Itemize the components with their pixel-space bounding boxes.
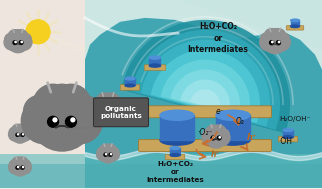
- Circle shape: [12, 30, 24, 42]
- Ellipse shape: [283, 136, 293, 139]
- Circle shape: [97, 148, 109, 161]
- Circle shape: [71, 118, 75, 122]
- Polygon shape: [171, 70, 240, 116]
- Polygon shape: [0, 0, 85, 188]
- Circle shape: [11, 125, 29, 143]
- Circle shape: [112, 107, 113, 108]
- Circle shape: [206, 125, 220, 139]
- Polygon shape: [85, 0, 322, 188]
- Circle shape: [276, 41, 280, 45]
- Ellipse shape: [125, 77, 135, 80]
- Circle shape: [260, 34, 277, 51]
- Ellipse shape: [170, 154, 180, 156]
- Polygon shape: [0, 154, 322, 188]
- Circle shape: [21, 41, 23, 43]
- Text: h⁺: h⁺: [210, 149, 220, 159]
- Circle shape: [211, 136, 215, 140]
- Circle shape: [219, 137, 220, 138]
- Circle shape: [100, 144, 111, 155]
- Circle shape: [65, 116, 76, 127]
- Circle shape: [277, 33, 289, 45]
- Circle shape: [271, 29, 286, 43]
- Circle shape: [205, 126, 227, 148]
- Circle shape: [9, 161, 22, 174]
- Circle shape: [22, 160, 31, 169]
- Ellipse shape: [283, 129, 293, 132]
- Text: O₂: O₂: [235, 117, 244, 126]
- Circle shape: [16, 133, 19, 136]
- Circle shape: [103, 144, 113, 155]
- Circle shape: [68, 95, 100, 127]
- Ellipse shape: [149, 56, 160, 59]
- Polygon shape: [141, 40, 270, 126]
- Circle shape: [33, 84, 73, 124]
- Circle shape: [100, 93, 116, 108]
- Circle shape: [110, 154, 112, 155]
- Circle shape: [273, 34, 290, 51]
- Circle shape: [48, 116, 59, 127]
- Circle shape: [264, 29, 279, 43]
- Circle shape: [30, 88, 94, 151]
- Circle shape: [12, 124, 23, 135]
- Circle shape: [218, 129, 229, 140]
- Circle shape: [9, 128, 22, 141]
- Polygon shape: [190, 89, 220, 109]
- Polygon shape: [0, 164, 322, 188]
- Circle shape: [96, 93, 112, 109]
- Circle shape: [16, 166, 19, 169]
- Circle shape: [23, 134, 24, 135]
- Circle shape: [95, 94, 121, 120]
- Circle shape: [8, 30, 22, 43]
- Circle shape: [202, 130, 218, 146]
- Ellipse shape: [160, 135, 194, 145]
- Circle shape: [217, 136, 221, 140]
- Ellipse shape: [149, 64, 160, 67]
- Circle shape: [92, 98, 105, 111]
- Ellipse shape: [125, 84, 135, 87]
- Circle shape: [15, 157, 25, 167]
- Circle shape: [91, 99, 110, 117]
- Circle shape: [51, 84, 91, 124]
- Polygon shape: [50, 36, 200, 99]
- Bar: [283, 130, 293, 137]
- Circle shape: [99, 145, 117, 163]
- Polygon shape: [85, 18, 322, 188]
- Circle shape: [18, 161, 32, 174]
- Circle shape: [13, 41, 17, 44]
- Circle shape: [14, 30, 28, 43]
- Ellipse shape: [170, 147, 180, 149]
- Circle shape: [104, 107, 106, 108]
- Circle shape: [213, 137, 214, 138]
- Ellipse shape: [160, 110, 194, 120]
- Circle shape: [109, 106, 114, 111]
- Text: ·O₂⁻: ·O₂⁻: [197, 128, 213, 137]
- Circle shape: [278, 41, 280, 43]
- Circle shape: [214, 130, 230, 146]
- Text: H₂O/OH⁻: H₂O/OH⁻: [279, 116, 311, 122]
- Circle shape: [17, 167, 19, 168]
- Circle shape: [21, 98, 67, 144]
- Circle shape: [12, 157, 23, 168]
- Circle shape: [21, 166, 24, 169]
- Circle shape: [17, 134, 19, 135]
- Circle shape: [109, 153, 112, 156]
- Circle shape: [5, 33, 16, 44]
- Circle shape: [4, 34, 20, 50]
- FancyBboxPatch shape: [144, 65, 166, 70]
- Polygon shape: [121, 20, 290, 133]
- Circle shape: [104, 153, 107, 156]
- Circle shape: [263, 30, 287, 54]
- Bar: [290, 20, 299, 26]
- Circle shape: [203, 129, 214, 140]
- FancyBboxPatch shape: [120, 85, 140, 90]
- Bar: [160, 115, 194, 140]
- Circle shape: [15, 41, 16, 43]
- Circle shape: [53, 118, 57, 122]
- FancyBboxPatch shape: [278, 136, 298, 142]
- Text: h⁺: h⁺: [247, 133, 257, 142]
- FancyBboxPatch shape: [138, 106, 271, 118]
- Circle shape: [17, 124, 28, 135]
- Circle shape: [20, 33, 31, 44]
- Polygon shape: [161, 60, 250, 120]
